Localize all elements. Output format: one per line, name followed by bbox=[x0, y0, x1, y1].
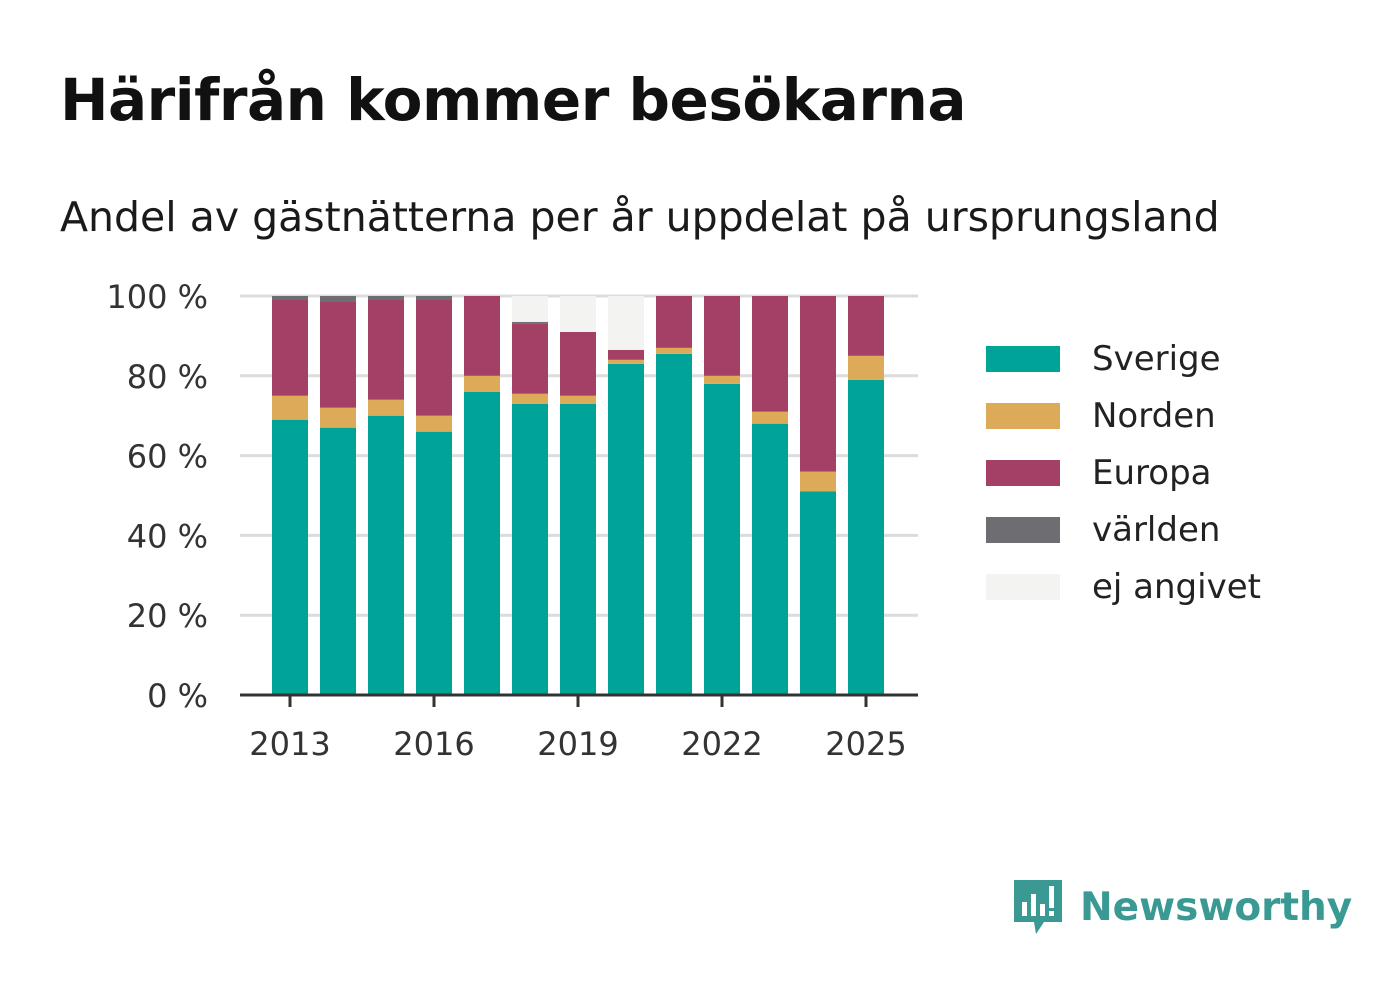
bar-segment-Sverige bbox=[560, 403, 596, 695]
legend-label: Sverige bbox=[1092, 338, 1221, 379]
bar-segment-världen bbox=[512, 321, 548, 324]
y-tick-label: 40 % bbox=[127, 517, 208, 555]
legend-label: världen bbox=[1092, 509, 1221, 550]
bar-segment-världen bbox=[416, 296, 452, 300]
bar-segment-Sverige bbox=[752, 423, 788, 695]
chart-subtitle: Andel av gästnätterna per år uppdelat på… bbox=[60, 193, 1220, 241]
legend-label: ej angivet bbox=[1092, 566, 1261, 607]
bar-segment-Europa bbox=[608, 349, 644, 360]
bar-segment-Europa bbox=[512, 323, 548, 394]
bar-segment-Europa bbox=[464, 296, 500, 376]
x-tick-label: 2019 bbox=[537, 725, 618, 763]
bar-segment-Norden bbox=[320, 407, 356, 428]
bar-segment-Sverige bbox=[512, 403, 548, 695]
bar-segment-Norden bbox=[608, 359, 644, 364]
x-tick-label: 2013 bbox=[249, 725, 330, 763]
bar-segment-Sverige bbox=[464, 391, 500, 695]
bar-segment-Sverige bbox=[320, 427, 356, 695]
bar-segment-ej-angivet bbox=[512, 296, 548, 322]
bar-segment-Norden bbox=[464, 375, 500, 392]
brand-name: Newsworthy bbox=[1080, 884, 1353, 930]
bar-segment-Norden bbox=[752, 411, 788, 424]
bar-segment-Europa bbox=[800, 296, 836, 472]
bar-segment-Norden bbox=[848, 355, 884, 380]
bar-segment-Norden bbox=[368, 399, 404, 416]
bar-segment-Sverige bbox=[656, 353, 692, 695]
bar-segment-Norden bbox=[656, 347, 692, 354]
legend-item: Sverige bbox=[986, 330, 1261, 387]
legend-item: världen bbox=[986, 501, 1261, 558]
bar-segment-Europa bbox=[656, 296, 692, 348]
bar-segment-Sverige bbox=[368, 415, 404, 695]
bar-segment-Sverige bbox=[608, 363, 644, 695]
legend-swatch bbox=[986, 516, 1060, 543]
bar-segment-Europa bbox=[272, 299, 308, 396]
bar-segment-Sverige bbox=[272, 419, 308, 695]
bar-segment-världen bbox=[272, 296, 308, 300]
legend-swatch bbox=[986, 345, 1060, 372]
bar-segment-Europa bbox=[416, 299, 452, 416]
legend-swatch bbox=[986, 573, 1060, 600]
x-tick-label: 2025 bbox=[825, 725, 906, 763]
y-tick-label: 20 % bbox=[127, 597, 208, 635]
y-tick-label: 0 % bbox=[147, 677, 208, 715]
y-tick-label: 60 % bbox=[127, 438, 208, 476]
bar-segment-Norden bbox=[512, 393, 548, 404]
bar-segment-ej-angivet bbox=[608, 296, 644, 350]
bar-segment-ej-angivet bbox=[560, 296, 596, 332]
bar-segment-Norden bbox=[560, 395, 596, 404]
chart-title: Härifrån kommer besökarna bbox=[60, 66, 966, 134]
legend-swatch bbox=[986, 459, 1060, 486]
bar-segment-Norden bbox=[800, 471, 836, 492]
bar-segment-Norden bbox=[416, 415, 452, 432]
x-tick-label: 2022 bbox=[681, 725, 762, 763]
brand-logo: Newsworthy bbox=[1010, 876, 1352, 938]
bar-segment-Europa bbox=[704, 296, 740, 376]
bar-segment-Norden bbox=[272, 395, 308, 420]
bar-segment-världen bbox=[368, 296, 404, 300]
y-tick-label: 100 % bbox=[106, 278, 208, 316]
legend-swatch bbox=[986, 402, 1060, 429]
bar-segment-världen bbox=[320, 296, 356, 302]
legend-label: Norden bbox=[1092, 395, 1216, 436]
y-tick-label: 80 % bbox=[127, 358, 208, 396]
bar-segment-Sverige bbox=[800, 491, 836, 695]
bar-segment-Europa bbox=[560, 331, 596, 396]
bar-segment-Europa bbox=[752, 296, 788, 412]
x-tick-label: 2016 bbox=[393, 725, 474, 763]
bar-segment-Europa bbox=[368, 299, 404, 400]
bar-segment-Europa bbox=[320, 301, 356, 408]
legend-label: Europa bbox=[1092, 452, 1212, 493]
bar-segment-Europa bbox=[848, 296, 884, 356]
legend-item: Norden bbox=[986, 387, 1261, 444]
bar-segment-Sverige bbox=[416, 431, 452, 695]
legend: Sverige Norden Europa världen ej angivet bbox=[986, 330, 1261, 615]
bar-segment-Sverige bbox=[848, 379, 884, 695]
bar-segment-Sverige bbox=[704, 383, 740, 695]
legend-item: Europa bbox=[986, 444, 1261, 501]
legend-item: ej angivet bbox=[986, 558, 1261, 615]
bar-segment-Norden bbox=[704, 375, 740, 384]
bar-chart-speech-bubble-icon bbox=[1014, 880, 1062, 934]
